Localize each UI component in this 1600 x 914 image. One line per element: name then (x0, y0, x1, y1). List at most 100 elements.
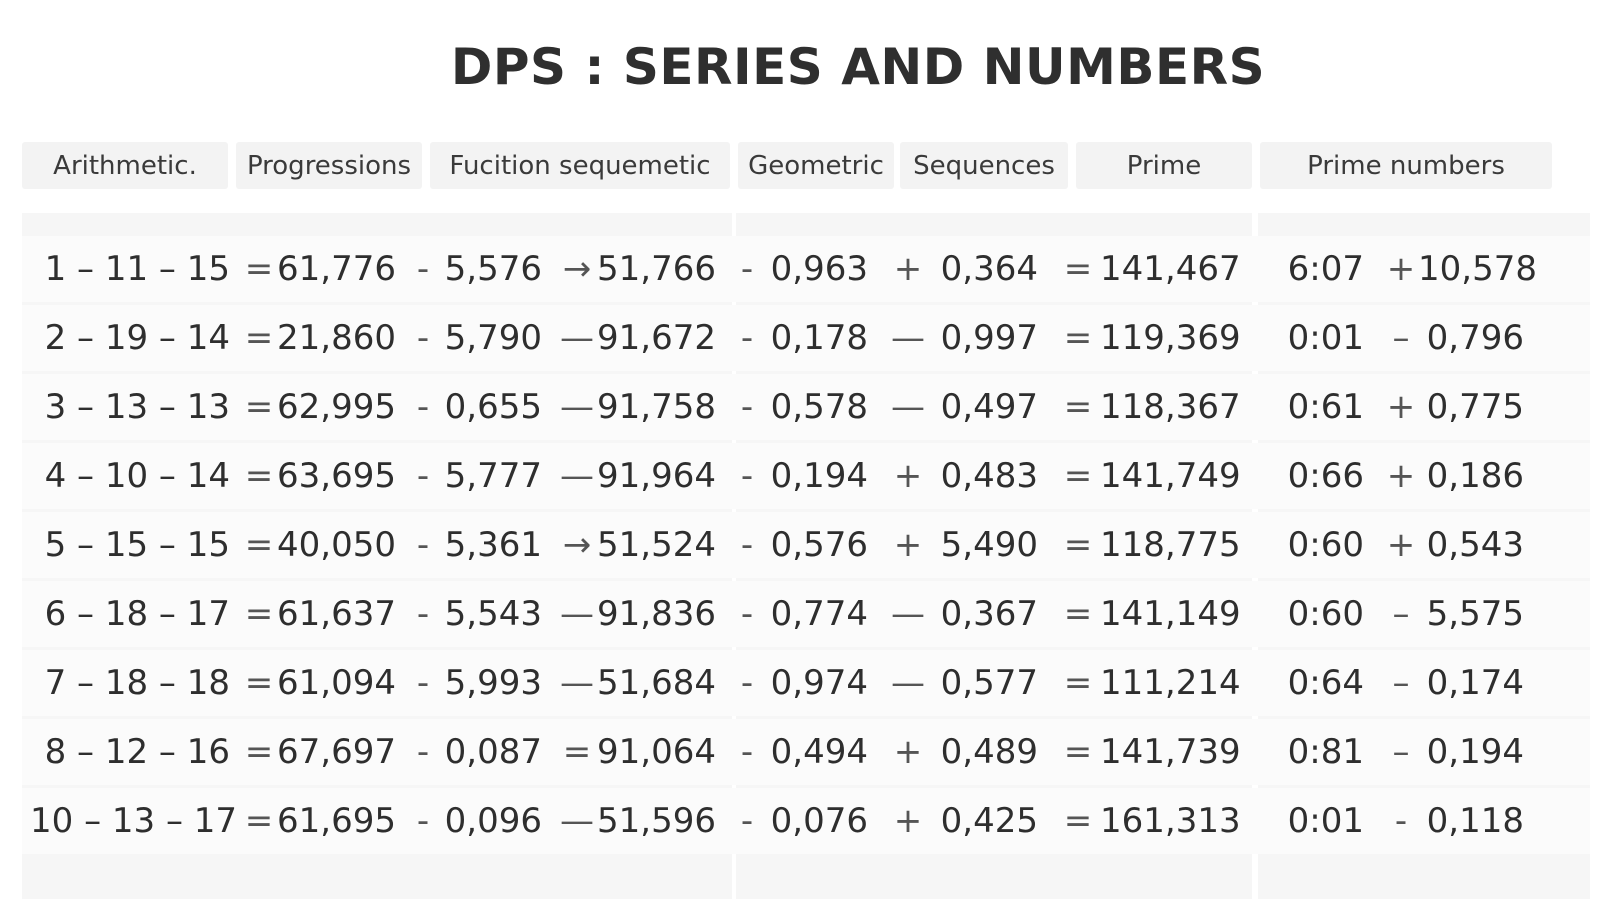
value-cell: 40,050 (277, 525, 396, 565)
value-cell: 0,576 (770, 525, 868, 565)
operator-cell: – (1392, 318, 1410, 358)
value-cell: 0,997 (940, 318, 1038, 358)
value-cell: 51,684 (597, 663, 716, 703)
table-row: 2 – 19 – 14 = 21,860-5,790—91,672-0,178—0,… (22, 305, 1590, 371)
operator-cell: - (416, 801, 430, 841)
operator-cell: - (416, 318, 430, 358)
value-cell: 141,149 (1100, 594, 1241, 634)
table-row: 6 – 18 – 17 = 61,637-5,543—91,836-0,774—0,… (22, 581, 1590, 647)
column-header[interactable]: Fucition sequemetic (430, 142, 730, 189)
operator-cell: - (740, 249, 754, 289)
operator-cell: = (244, 663, 274, 703)
value-cell: 0,774 (770, 594, 868, 634)
value-cell: 0,425 (940, 801, 1038, 841)
operator-cell: = (1063, 387, 1093, 427)
operator-cell: = (244, 456, 274, 496)
operator-cell: = (1063, 663, 1093, 703)
operator-cell: – (1392, 594, 1410, 634)
column-header[interactable]: Prime numbers (1260, 142, 1552, 189)
operator-cell: = (1063, 525, 1093, 565)
operator-cell: - (740, 594, 754, 634)
value-cell: 0,578 (770, 387, 868, 427)
value-cell: 5,576 (444, 249, 542, 289)
operator-cell: - (416, 387, 430, 427)
table-row: 10 – 13 – 17 = 61,695-0,096—51,596-0,076 +0… (22, 788, 1590, 854)
value-cell: 91,964 (597, 456, 716, 496)
value-cell: 6 – 18 – 17 (44, 594, 230, 634)
operator-cell: = (1063, 801, 1093, 841)
value-cell: 0,178 (770, 318, 868, 358)
operator-cell: = (1063, 249, 1093, 289)
value-cell: 0,096 (444, 801, 542, 841)
operator-cell: – (1392, 732, 1410, 772)
operator-cell: — (560, 801, 594, 841)
operator-cell: = (1063, 732, 1093, 772)
value-cell: 0,775 (1426, 387, 1524, 427)
operator-cell: - (740, 318, 754, 358)
operator-cell: — (560, 387, 594, 427)
value-cell: 21,860 (277, 318, 396, 358)
operator-cell: = (1063, 594, 1093, 634)
operator-cell: — (560, 594, 594, 634)
operator-cell: + (893, 249, 923, 289)
value-cell: 51,524 (597, 525, 716, 565)
column-header[interactable]: Arithmetic. (22, 142, 228, 189)
operator-cell: — (560, 318, 594, 358)
table-row: 1 – 11 – 15 = 61,776-5,576 → 51,766-0,963 +0,… (22, 236, 1590, 302)
column-header[interactable]: Geometric (738, 142, 894, 189)
column-header[interactable]: Sequences (900, 142, 1068, 189)
value-cell: 0,497 (940, 387, 1038, 427)
value-cell: 0,087 (444, 732, 542, 772)
value-cell: 5,790 (444, 318, 542, 358)
value-cell: 0,174 (1426, 663, 1524, 703)
operator-cell: = (244, 525, 274, 565)
value-cell: 0,796 (1426, 318, 1524, 358)
value-cell: 5,543 (444, 594, 542, 634)
value-cell: 2 – 19 – 14 (44, 318, 230, 358)
operator-cell: = (244, 249, 274, 289)
operator-cell: - (416, 732, 430, 772)
value-cell: 5,361 (444, 525, 542, 565)
operator-cell: + (893, 525, 923, 565)
column-header[interactable]: Progressions (236, 142, 422, 189)
value-cell: 0,483 (940, 456, 1038, 496)
operator-cell: - (416, 663, 430, 703)
operator-cell: - (416, 249, 430, 289)
operator-cell: + (1386, 525, 1416, 565)
value-cell: 141,739 (1100, 732, 1241, 772)
value-cell: 5,993 (444, 663, 542, 703)
operator-cell: = (244, 801, 274, 841)
table-row: 3 – 13 – 13 = 62,995-0,655—91,758-0,578—0,… (22, 374, 1590, 440)
value-cell: 10 – 13 – 17 (30, 801, 238, 841)
value-cell: 119,369 (1100, 318, 1241, 358)
value-cell: 10,578 (1418, 249, 1537, 289)
value-cell: 67,697 (277, 732, 396, 772)
value-cell: 51,766 (597, 249, 716, 289)
operator-cell: - (740, 387, 754, 427)
value-cell: 0,655 (444, 387, 542, 427)
value-cell: 91,758 (597, 387, 716, 427)
value-cell: 118,367 (1100, 387, 1241, 427)
value-cell: 5,490 (940, 525, 1038, 565)
table-row: 7 – 18 – 18 = 61,094-5,993—51,684-0,974—0,… (22, 650, 1590, 716)
operator-cell: + (893, 732, 923, 772)
operator-cell: — (560, 663, 594, 703)
column-header[interactable]: Prime (1076, 142, 1252, 189)
value-cell: 0:01 (1287, 318, 1364, 358)
value-cell: 0:66 (1287, 456, 1364, 496)
operator-cell: = (562, 732, 592, 772)
value-cell: 0,577 (940, 663, 1038, 703)
operator-cell: + (893, 456, 923, 496)
operator-cell: - (416, 594, 430, 634)
operator-cell: – (1392, 663, 1410, 703)
table-row: 8 – 12 – 16 = 67,697-0,087 = 91,064-0,494 +0,… (22, 719, 1590, 785)
operator-cell: + (1386, 456, 1416, 496)
operator-cell: - (1394, 801, 1408, 841)
operator-cell: = (1063, 456, 1093, 496)
value-cell: 0,367 (940, 594, 1038, 634)
operator-cell: = (244, 594, 274, 634)
operator-cell: - (416, 456, 430, 496)
operator-cell: = (1063, 318, 1093, 358)
value-cell: 0:01 (1287, 801, 1364, 841)
operator-cell: = (244, 732, 274, 772)
